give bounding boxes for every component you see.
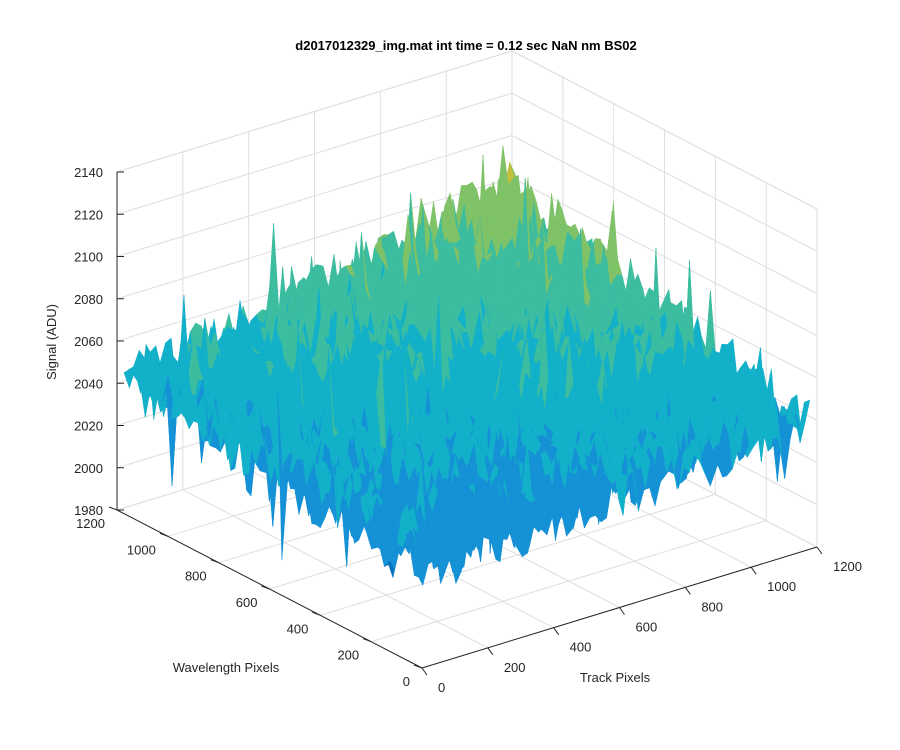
x-tick-label: 400 [570, 640, 592, 655]
x-tick [684, 587, 691, 595]
x-tick [816, 546, 823, 555]
x-tick [750, 566, 757, 575]
chart-title: d2017012329_img.mat int time = 0.12 sec … [295, 38, 636, 53]
wall-gridline-z [511, 92, 818, 252]
x-tick [487, 647, 494, 656]
x-tick [619, 607, 625, 615]
surface [123, 145, 811, 587]
x-tick-label: 600 [636, 620, 658, 635]
z-tick-label: 2040 [74, 376, 103, 391]
y-tick-label: 1000 [127, 542, 156, 557]
x-tick [553, 627, 560, 635]
z-tick-label: 2060 [74, 334, 103, 349]
y-tick [108, 506, 118, 511]
wall-gridline-z [511, 135, 818, 294]
y-tick-label: 1200 [76, 516, 105, 531]
x-tick-label: 800 [701, 599, 723, 614]
wall-gridline-z [116, 135, 513, 257]
z-tick-label: 2000 [74, 461, 103, 476]
y-tick-label: 400 [287, 621, 309, 636]
floor-gridline-y [371, 520, 767, 643]
floor-gridline-y [320, 493, 716, 616]
y-tick-label: 200 [337, 648, 359, 663]
x-tick-label: 200 [504, 660, 526, 675]
y-tick-label: 800 [185, 569, 207, 584]
x-tick-label: 0 [438, 680, 445, 695]
y-tick-label: 0 [403, 674, 410, 689]
box-edge [116, 50, 513, 173]
z-tick-label: 2100 [74, 250, 103, 265]
x-tick-label: 1000 [767, 579, 796, 594]
wall-gridline-z [511, 177, 818, 337]
box-edge [511, 50, 818, 210]
x-tick-label: 1200 [833, 559, 862, 574]
wall-gridline-z [116, 92, 513, 215]
wall-gridline-z [116, 177, 513, 300]
z-tick-label: 1980 [74, 503, 103, 518]
x-tick [421, 667, 428, 676]
y-tick-label: 600 [236, 595, 258, 610]
z-tick-label: 2080 [74, 292, 103, 307]
z-tick-label: 2020 [74, 419, 103, 434]
